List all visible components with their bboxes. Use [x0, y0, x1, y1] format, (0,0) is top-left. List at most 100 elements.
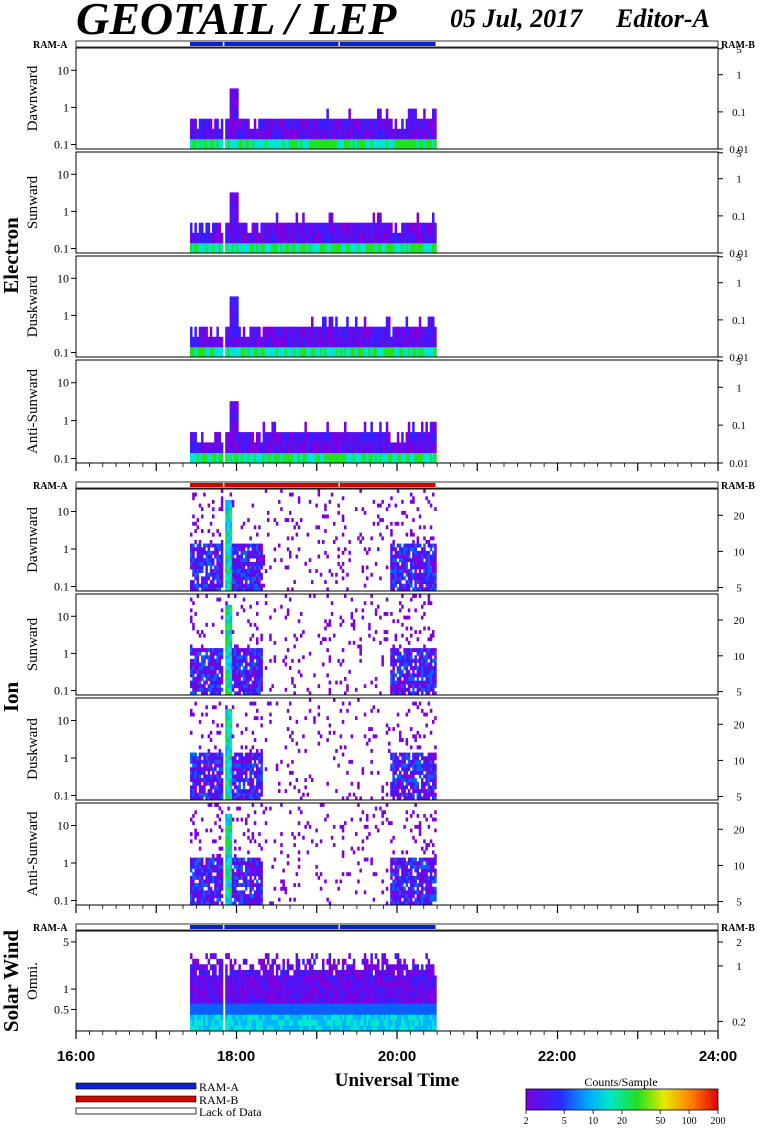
panel-frame: [75, 47, 719, 150]
mode-bar-left-label: RAM-A: [33, 481, 68, 492]
y-right-tick-label: 20: [734, 719, 746, 731]
y-right-tick-label: 5: [736, 356, 742, 368]
panel-electron-dawnward: Dawnward 10 1 0.1 5 1 0.1 0.01: [25, 44, 749, 156]
group-label-electron: Electron: [0, 217, 23, 294]
colorbar-tick-label: 2: [524, 1116, 529, 1127]
panel-label: Sunward: [25, 175, 41, 229]
colorbar-tick-label: 50: [655, 1116, 665, 1127]
colorbar-tick-label: 10: [588, 1116, 598, 1127]
colorbar-ticks: 2 5 10 20 50 100 200: [524, 1110, 726, 1127]
panel-label: Anti-Sunward: [25, 369, 41, 454]
y-left-tick-label: 1: [63, 308, 69, 322]
time-axis-ticks: [75, 1031, 719, 1039]
group-solar-wind: RAM-A RAM-B Solar Wind Omni. 5 1 0.5 2 1 0.2: [0, 923, 755, 1039]
legend-swatch-lack-of-data: [75, 1107, 197, 1115]
y-left-tick-label: 1: [63, 646, 69, 660]
panel-label: Omni.: [25, 962, 41, 1000]
spectrogram-cells: [190, 192, 437, 254]
y-left-tick-label: 1: [63, 751, 69, 765]
panel-electron-sunward: Sunward 10 1 0.1 5 1 0.1 0.01: [25, 148, 749, 260]
spectrogram-cells: [190, 296, 437, 358]
panel-label: Duskward: [25, 275, 41, 337]
mode-bar-gap-0: [222, 925, 225, 929]
y-right-tick-label: 1: [736, 70, 742, 82]
y-left-tick-label: 1: [63, 856, 69, 870]
y-right-tick-label: 0.01: [729, 352, 748, 364]
group-label-solar-wind: Solar Wind: [0, 930, 23, 1032]
y-left-tick-label: 0.1: [54, 138, 69, 152]
y-right-tick-label: 0.01: [729, 144, 748, 156]
x-tick-label-20: 20:00: [378, 1048, 416, 1065]
group-electron: RAM-A RAM-B Electron Dawnward 10 1 0.1 5 1 0.1 0.0…: [0, 40, 755, 471]
panel-solar-wind-omni: Omni. 5 1 0.5 2 1 0.2: [25, 930, 746, 1032]
panel-frame: [75, 488, 719, 592]
colorbar-tick-label: 5: [562, 1116, 567, 1127]
y-left-tick-label: 10: [57, 167, 69, 181]
y-left-tick-label: 1: [63, 982, 69, 996]
y-left-tick-label: 10: [57, 505, 69, 519]
y-right-tick-label: 5: [736, 897, 742, 909]
y-right-tick-label: 20: [734, 824, 746, 836]
y-left-tick-label: 10: [57, 714, 69, 728]
y-left-tick-label: 5: [63, 935, 69, 949]
legend-swatch-ram-b: [75, 1095, 197, 1103]
mode-bar-fill: [189, 42, 436, 46]
y-left-tick-label: 1: [63, 204, 69, 218]
y-right-tick-label: 0.1: [732, 315, 746, 327]
figure-title: GEOTAIL / LEP: [76, 0, 397, 44]
y-left-tick-label: 10: [57, 609, 69, 623]
mode-bar-gap-0: [222, 483, 225, 487]
colorbar: Counts/Sample 2 5 10 20 50 100 200: [524, 1075, 726, 1127]
y-right-tick-label: 20: [734, 510, 746, 522]
y-right-tick-label: 0.01: [729, 458, 748, 470]
mode-bar-left-label: RAM-A: [33, 923, 68, 934]
x-axis-title: Universal Time: [335, 1070, 459, 1091]
mode-bar-fill: [189, 483, 436, 487]
panel-frame: [75, 593, 719, 696]
colorbar-tick-label: 200: [711, 1116, 726, 1127]
y-right-tick-label: 5: [736, 44, 742, 56]
y-right-tick-label: 0.1: [732, 107, 746, 119]
panel-groups: RAM-A RAM-B Electron Dawnward 10 1 0.1 5 1 0.1 0.0…: [0, 40, 755, 1039]
mode-bar-gap-0: [222, 42, 225, 46]
y-right-tick-label: 0.1: [732, 420, 746, 432]
panel-label: Dawnward: [25, 507, 41, 573]
panel-ion-duskward: Duskward 10 1 0.1 20 10 5: [25, 697, 746, 804]
mode-bar-gap-1: [338, 925, 340, 929]
y-right-tick-label: 5: [736, 792, 742, 804]
mode-bar-gap-1: [338, 483, 340, 487]
mode-bar-gap-1: [338, 42, 340, 46]
y-right-tick-label: 5: [736, 252, 742, 264]
spectrogram-cells: [190, 698, 437, 801]
panel-label: Dawnward: [25, 65, 41, 131]
y-right-tick-label: 20: [734, 615, 746, 627]
figure-date: 05 Jul, 2017: [450, 4, 583, 33]
colorbar-tick-label: 20: [617, 1116, 627, 1127]
mode-bar-left-label: RAM-A: [33, 40, 68, 51]
group-ion: RAM-A RAM-B Ion Dawnward 10 1 0.1 20 10 5 Sunward 1…: [0, 481, 755, 913]
y-left-tick-label: 10: [57, 63, 69, 77]
colorbar-gradient: [525, 1088, 719, 1111]
time-axis-ticks: [75, 905, 719, 913]
panel-label: Anti-Sunward: [25, 811, 41, 896]
group-label-ion: Ion: [0, 682, 23, 713]
panel-ion-anti-sunward: Anti-Sunward 10 1 0.1 20 10 5: [25, 802, 746, 909]
mode-bar-right-label: RAM-B: [721, 923, 755, 934]
figure-editor: Editor-A: [615, 4, 710, 33]
y-right-tick-label: 1: [736, 174, 742, 186]
spectrogram-cells: [190, 594, 437, 696]
legend-label-ram-b: RAM-B: [199, 1093, 238, 1107]
y-left-tick-label: 0.1: [54, 580, 69, 594]
mode-bar-right-label: RAM-B: [721, 481, 755, 492]
y-left-tick-label: 0.5: [54, 1002, 69, 1016]
y-right-tick-label: 10: [734, 860, 746, 872]
x-tick-label-22: 22:00: [538, 1048, 576, 1065]
y-right-tick-label: 2: [736, 937, 742, 949]
panel-label: Sunward: [25, 617, 41, 671]
y-left-tick-label: 1: [63, 542, 69, 556]
y-right-tick-label: 1: [736, 382, 742, 394]
panel-electron-duskward: Duskward 10 1 0.1 5 1 0.1 0.01: [25, 252, 749, 364]
y-right-tick-label: 10: [734, 651, 746, 663]
y-right-tick-label: 10: [734, 755, 746, 767]
